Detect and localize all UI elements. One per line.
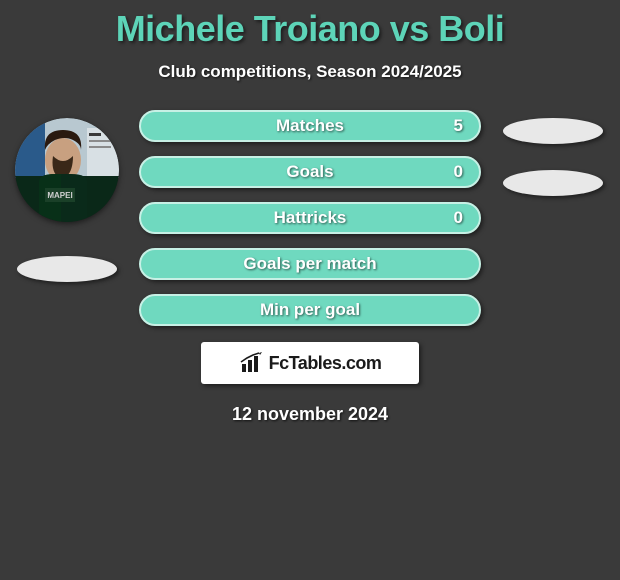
player-left-column: MAPEI [13, 110, 121, 282]
stat-label: Goals per match [243, 254, 376, 274]
stat-goals-per-match: Goals per match [139, 248, 481, 280]
stat-hattricks: Hattricks 0 [139, 202, 481, 234]
stat-goals: Goals 0 [139, 156, 481, 188]
stat-value: 0 [454, 162, 463, 182]
stat-label: Hattricks [274, 208, 347, 228]
player-right-badge-oval-1 [503, 118, 603, 144]
stat-matches: Matches 5 [139, 110, 481, 142]
avatar-image: MAPEI [15, 118, 119, 222]
player-left-avatar: MAPEI [15, 118, 119, 222]
stat-value: 5 [454, 116, 463, 136]
stat-label: Goals [286, 162, 333, 182]
logo-box: FcTables.com [201, 342, 419, 384]
date-text: 12 november 2024 [0, 404, 620, 425]
stat-min-per-goal: Min per goal [139, 294, 481, 326]
comparison-card: Michele Troiano vs Boli Club competition… [0, 0, 620, 425]
player-right-badge-oval-2 [503, 170, 603, 196]
subtitle: Club competitions, Season 2024/2025 [0, 62, 620, 82]
stat-label: Matches [276, 116, 344, 136]
page-title: Michele Troiano vs Boli [0, 8, 620, 50]
stats-list: Matches 5 Goals 0 Hattricks 0 Goals per … [139, 110, 481, 326]
stat-label: Min per goal [260, 300, 360, 320]
main-row: MAPEI Matches 5 Goals 0 Hattricks 0 Goal… [0, 110, 620, 326]
logo-text: FcTables.com [269, 353, 382, 374]
stat-value: 0 [454, 208, 463, 228]
svg-text:MAPEI: MAPEI [47, 191, 72, 200]
player-right-column [499, 110, 607, 196]
player-left-badge-oval [17, 256, 117, 282]
chart-icon [239, 352, 265, 374]
